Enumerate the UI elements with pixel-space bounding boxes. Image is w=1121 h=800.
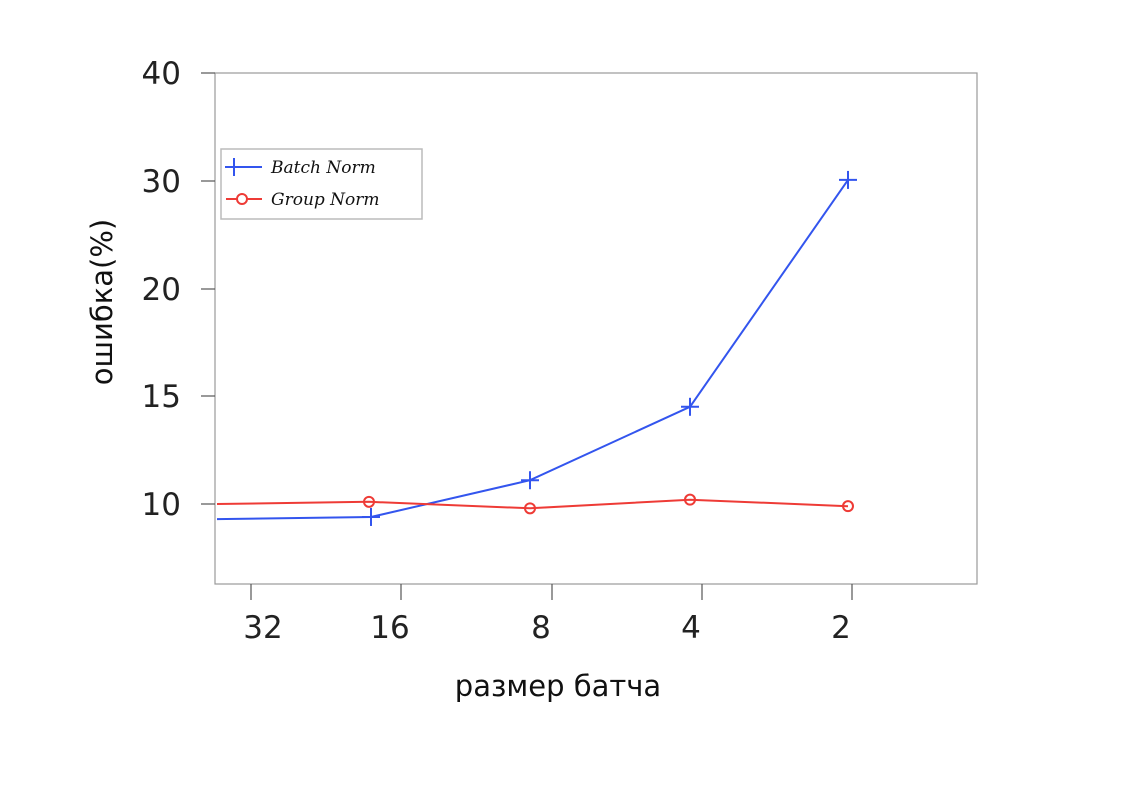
legend-label: Group Norm bbox=[271, 190, 380, 210]
data-point-group-norm bbox=[363, 495, 375, 508]
y-tick-label: 30 bbox=[142, 164, 181, 200]
data-point-group-norm bbox=[684, 493, 696, 506]
plot-frame bbox=[214, 72, 978, 585]
data-point-batch-norm bbox=[839, 170, 857, 189]
y-tick-label: 40 bbox=[142, 56, 181, 92]
series-line-group-norm bbox=[216, 498, 849, 510]
y-tick-label: 15 bbox=[142, 379, 181, 415]
y-axis-title: ошибка(%) bbox=[85, 219, 119, 385]
data-point-batch-norm bbox=[521, 471, 539, 490]
axes: 10 15 20 30 40 32 16 8 4 2 bbox=[142, 56, 978, 646]
data-point-batch-norm bbox=[362, 507, 380, 526]
x-tick-label: 2 bbox=[831, 610, 851, 646]
y-tick-label: 20 bbox=[142, 272, 181, 308]
legend-circle-marker bbox=[236, 193, 248, 205]
x-axis-title: размер батча bbox=[455, 669, 661, 703]
legend-label: Batch Norm bbox=[270, 158, 376, 178]
x-tick-label: 16 bbox=[370, 610, 409, 646]
series-line-batch-norm bbox=[216, 179, 849, 521]
data-point-group-norm bbox=[842, 500, 854, 513]
legend-box bbox=[220, 148, 423, 220]
x-tick-label: 32 bbox=[243, 610, 282, 646]
y-tick-label: 10 bbox=[142, 487, 181, 523]
x-tick-label: 8 bbox=[531, 610, 551, 646]
data-point-batch-norm bbox=[681, 397, 699, 416]
x-tick-label: 4 bbox=[681, 610, 701, 646]
legend: Batch Norm Group Norm bbox=[220, 148, 423, 220]
data-point-group-norm bbox=[524, 502, 536, 515]
series-layer bbox=[216, 170, 857, 526]
